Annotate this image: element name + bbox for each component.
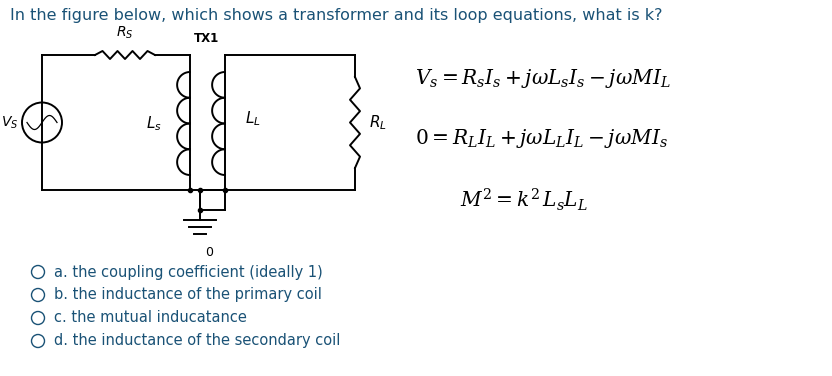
Text: a. the coupling coefficient (ideally 1): a. the coupling coefficient (ideally 1) [54, 264, 323, 279]
Text: $R_L$: $R_L$ [369, 113, 387, 132]
Text: $V_S$: $V_S$ [1, 114, 18, 131]
Text: b. the inductance of the primary coil: b. the inductance of the primary coil [54, 288, 322, 303]
Text: $0 = R_LI_L + j\omega L_LI_L - j\omega MI_s$: $0 = R_LI_L + j\omega L_LI_L - j\omega M… [415, 126, 668, 150]
Text: $L_s$: $L_s$ [146, 114, 162, 133]
Text: c. the mutual inducatance: c. the mutual inducatance [54, 311, 247, 326]
Text: $L_L$: $L_L$ [245, 109, 260, 128]
Text: 0: 0 [205, 246, 213, 259]
Text: In the figure below, which shows a transformer and its loop equations, what is k: In the figure below, which shows a trans… [10, 8, 662, 23]
Text: $R_S$: $R_S$ [116, 24, 134, 41]
Text: $M^2=k^2\, L_sL_L$: $M^2=k^2\, L_sL_L$ [460, 187, 587, 213]
Text: d. the inductance of the secondary coil: d. the inductance of the secondary coil [54, 334, 340, 349]
Text: $V_s = R_sI_s + j\omega L_sI_s - j\omega MI_L$: $V_s = R_sI_s + j\omega L_sI_s - j\omega… [415, 67, 671, 89]
Text: TX1: TX1 [195, 32, 220, 45]
